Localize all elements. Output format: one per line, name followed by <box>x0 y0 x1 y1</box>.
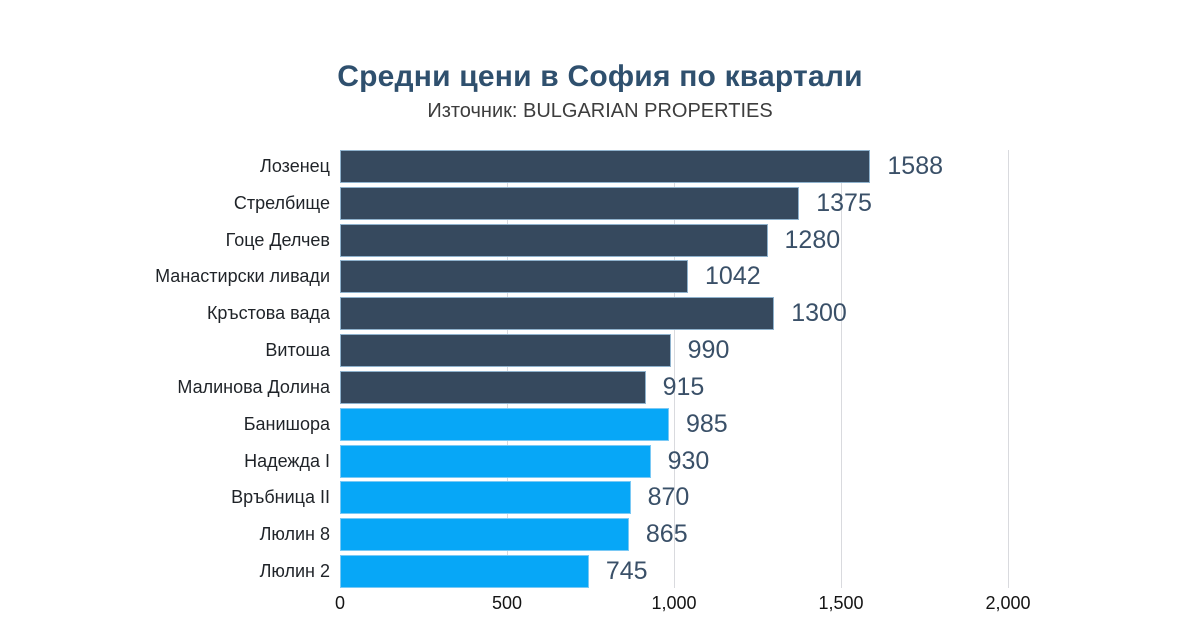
category-label: Връбница II <box>231 487 330 508</box>
category-label: Витоша <box>265 340 330 361</box>
bar-row: Надежда I 930 <box>244 444 1008 478</box>
value-label: 865 <box>645 520 688 549</box>
x-axis-tick-label: 500 <box>491 593 523 613</box>
value-label: 1375 <box>816 188 872 217</box>
bar-row: Витоша 990 <box>265 334 1008 368</box>
value-label: 1280 <box>784 225 841 254</box>
bar-row: Люлин 2 745 <box>260 554 1008 588</box>
bar <box>340 481 631 515</box>
x-axis-tick-label: 1,000 <box>651 593 697 613</box>
bar <box>340 260 689 294</box>
value-label: 870 <box>647 483 690 512</box>
chart-header: Средни цени в София по квартали Източник… <box>0 0 1200 123</box>
gridline <box>841 150 842 588</box>
bar-row: Гоце Делчев 1280 <box>226 223 1008 257</box>
chart-subtitle: Източник: BULGARIAN PROPERTIES <box>427 99 773 122</box>
bar-row: Лозенец 1588 <box>260 150 1008 183</box>
gridline <box>1008 150 1009 588</box>
bar <box>340 186 800 220</box>
bar-row: Люлин 8 865 <box>260 518 1008 552</box>
bar-row: Връбница II 870 <box>231 481 1008 515</box>
bar-row: Малинова Долина 915 <box>177 370 1008 404</box>
bar-rows: Лозенец 1588 Стрелбище 1375 Гоце Делчев 1280 М… <box>155 150 1008 588</box>
x-axis-tick-label: 0 <box>334 593 346 613</box>
value-label: 745 <box>605 556 648 585</box>
bar <box>340 407 669 441</box>
category-label: Кръстова вада <box>206 303 330 324</box>
category-label: Манастирски ливади <box>155 266 330 287</box>
bar-row: Манастирски ливади 1042 <box>155 260 1008 294</box>
plot-area: Лозенец 1588 Стрелбище 1375 Гоце Делчев 1280 М… <box>155 150 1031 613</box>
value-label: 930 <box>667 446 710 475</box>
bar <box>340 150 871 183</box>
gridlines <box>340 150 1009 588</box>
category-label: Малинова Долина <box>177 376 330 397</box>
value-label: 1300 <box>791 299 847 328</box>
bar <box>340 444 651 478</box>
x-axis-tick-label: 2,000 <box>985 593 1031 613</box>
category-label: Стрелбище <box>233 192 330 213</box>
category-label: Люлин 8 <box>259 524 330 545</box>
gridline <box>674 150 675 588</box>
category-label: Лозенец <box>260 156 330 176</box>
category-label: Банишора <box>243 413 330 434</box>
bar <box>340 223 768 257</box>
x-axis: 0 500 1,000 1,500 2,000 <box>335 593 1031 615</box>
bar <box>340 370 646 404</box>
value-label: 990 <box>687 336 730 365</box>
bar <box>340 297 775 331</box>
value-label: 1588 <box>887 152 944 180</box>
value-label: 915 <box>662 372 705 401</box>
bar-row: Кръстова вада 1300 <box>207 297 1008 331</box>
category-label: Люлин 2 <box>259 560 330 581</box>
chart-title: Средни цени в София по квартали <box>337 60 863 93</box>
category-label: Гоце Делчев <box>225 229 330 250</box>
bar-row: Банишора 985 <box>244 407 1008 441</box>
value-label: 1042 <box>705 262 761 291</box>
value-label: 985 <box>685 409 728 438</box>
bar <box>340 334 671 368</box>
bar-row: Стрелбище 1375 <box>234 186 1008 220</box>
bar <box>340 554 589 588</box>
bar <box>340 518 629 552</box>
gridline <box>507 150 508 588</box>
category-label: Надежда I <box>244 450 330 471</box>
x-axis-tick-label: 1,500 <box>818 593 864 613</box>
